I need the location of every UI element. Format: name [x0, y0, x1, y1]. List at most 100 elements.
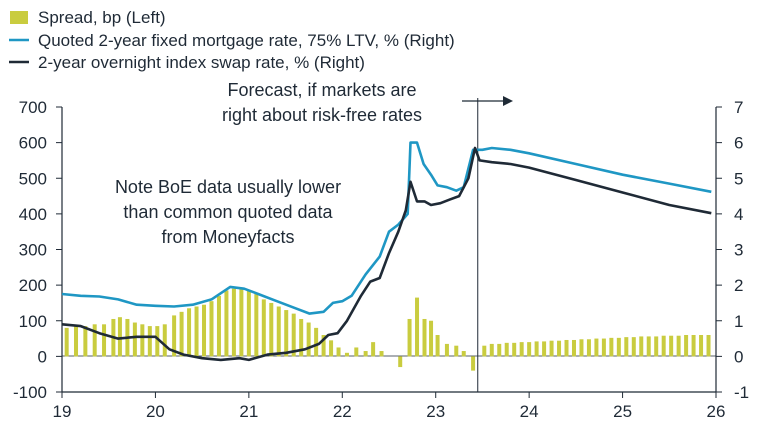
spread-bar	[504, 342, 509, 357]
spread-bar	[194, 306, 199, 357]
spread-bar	[512, 342, 517, 357]
spread-bar	[224, 290, 229, 357]
left-tick-label: 100	[19, 312, 47, 331]
right-tick-label: 0	[734, 347, 743, 366]
right-axis-ticks: -1 0 1 2 3 4 5 6 7	[716, 98, 749, 402]
spread-bar	[306, 322, 311, 357]
left-axis-ticks: -100 0 100 200 300 400 500 600 700	[13, 98, 62, 402]
spread-bar	[489, 343, 494, 357]
note-text-line2: than common quoted data	[123, 202, 333, 222]
x-tick-label: 20	[146, 402, 165, 421]
spread-bar	[155, 326, 160, 357]
spread-bar	[179, 311, 184, 357]
spread-bar	[571, 339, 576, 357]
spread-bar	[398, 356, 403, 368]
spread-bar	[329, 340, 334, 357]
spread-bar	[83, 326, 88, 357]
spread-bar	[519, 342, 524, 357]
left-tick-label: 400	[19, 205, 47, 224]
spread-bar	[549, 340, 554, 357]
left-tick-label: 500	[19, 169, 47, 188]
right-tick-label: -1	[734, 383, 749, 402]
spread-bar	[454, 345, 459, 357]
spread-bar	[216, 295, 221, 357]
legend-swatch-spread	[10, 11, 28, 24]
left-tick-label: 200	[19, 276, 47, 295]
x-axis-ticks: 19 20 21 22 23 24 25 26	[53, 392, 725, 421]
right-tick-label: 3	[734, 241, 743, 260]
spread-bar	[284, 310, 289, 357]
spread-bar	[557, 340, 562, 357]
spread-bar	[132, 322, 137, 357]
legend-label-ois: 2-year overnight index swap rate, % (Rig…	[38, 53, 365, 72]
spread-bar	[117, 317, 122, 357]
spread-bar	[172, 315, 177, 357]
forecast-annotation: Forecast, if markets are right about ris…	[222, 80, 513, 125]
spread-bar	[429, 320, 434, 357]
spread-bar	[209, 301, 214, 357]
spread-bar	[291, 313, 296, 357]
x-tick-label: 19	[53, 402, 72, 421]
spread-bar	[321, 335, 326, 357]
spread-bar	[371, 342, 376, 357]
ois-rate-line	[61, 146, 712, 362]
spread-bar	[639, 336, 644, 357]
note-annotation: Note BoE data usually lower than common …	[115, 177, 341, 247]
left-tick-label: 600	[19, 134, 47, 153]
spread-bar	[276, 306, 281, 357]
spread-bar	[299, 318, 304, 357]
forecast-arrowhead-icon	[503, 96, 513, 106]
right-tick-label: 5	[734, 169, 743, 188]
spread-bar	[422, 318, 427, 357]
spread-bar	[363, 351, 368, 357]
spread-bar	[415, 297, 420, 357]
spread-bar	[684, 335, 689, 357]
spread-bar	[435, 335, 440, 357]
right-tick-label: 1	[734, 312, 743, 331]
x-tick-label: 24	[520, 402, 539, 421]
spread-bar	[706, 335, 711, 357]
right-tick-label: 7	[734, 98, 743, 117]
spread-bar	[269, 302, 274, 357]
left-tick-label: 0	[38, 347, 47, 366]
spread-bar	[661, 335, 666, 357]
spread-bar	[336, 347, 341, 357]
spread-bar	[691, 335, 696, 357]
spread-bar	[534, 341, 539, 357]
spread-bar	[246, 290, 251, 357]
spread-bar	[586, 339, 591, 357]
right-tick-label: 2	[734, 276, 743, 295]
spread-bar	[344, 352, 349, 357]
spread-bar	[102, 324, 107, 357]
right-tick-label: 4	[734, 205, 743, 224]
spread-bar	[631, 337, 636, 357]
spread-bar	[202, 304, 207, 357]
spread-bar	[239, 288, 244, 357]
spread-bar	[74, 326, 79, 357]
spread-bar	[601, 338, 606, 357]
spread-bar	[624, 337, 629, 357]
spread-bar	[699, 335, 704, 357]
forecast-text-line2: right about risk-free rates	[222, 105, 422, 125]
spread-bars	[64, 288, 711, 371]
spread-bar	[497, 343, 502, 357]
spread-bar	[564, 339, 569, 357]
spread-bar	[147, 326, 152, 357]
spread-bar	[616, 337, 621, 357]
spread-bar	[407, 318, 412, 357]
spread-bar	[542, 341, 547, 357]
spread-bar	[254, 294, 259, 357]
spread-bar	[471, 356, 476, 371]
mortgage-rate-line	[61, 141, 712, 315]
left-tick-label: -100	[13, 383, 47, 402]
spread-bar	[162, 324, 167, 357]
x-tick-label: 22	[333, 402, 352, 421]
spread-bar	[314, 327, 319, 357]
spread-bar	[482, 345, 487, 357]
spread-bar	[140, 324, 145, 357]
spread-bar	[231, 288, 236, 357]
x-tick-label: 23	[426, 402, 445, 421]
note-text-line1: Note BoE data usually lower	[115, 177, 341, 197]
spread-bar	[187, 308, 192, 357]
